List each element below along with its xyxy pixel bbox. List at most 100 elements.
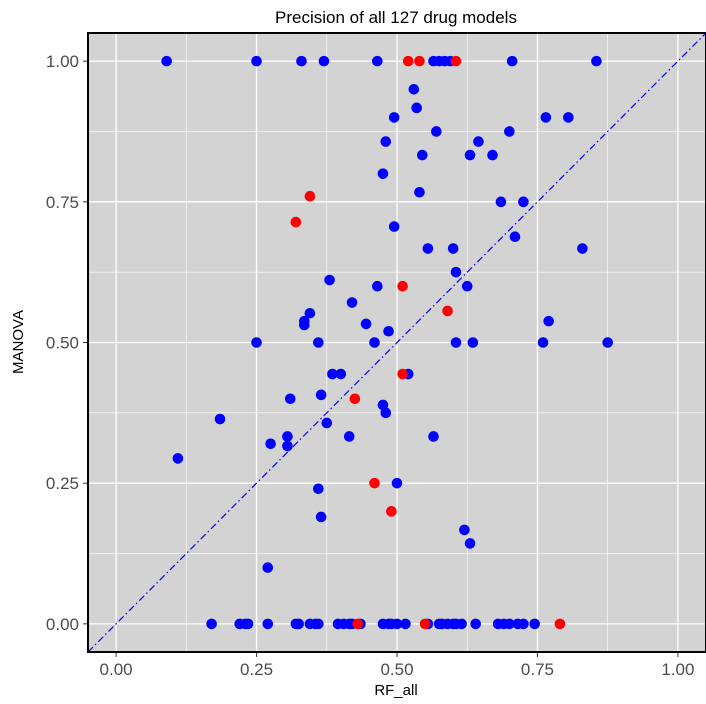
- blue-point: [487, 149, 498, 161]
- blue-point: [380, 407, 392, 419]
- blue-point: [388, 112, 400, 123]
- blue-point: [315, 511, 327, 523]
- blue-point: [324, 274, 335, 286]
- red-point: [397, 280, 408, 292]
- red-point: [352, 618, 363, 630]
- y-tick-label: 0.00: [46, 615, 79, 634]
- blue-point: [537, 337, 549, 348]
- blue-point: [467, 337, 479, 348]
- blue-point: [315, 389, 327, 401]
- blue-point: [529, 618, 540, 630]
- blue-point: [414, 186, 425, 198]
- red-point: [419, 618, 431, 630]
- x-tick-label: 0.25: [240, 660, 273, 679]
- blue-point: [388, 221, 400, 232]
- blue-point: [509, 231, 521, 243]
- blue-point: [470, 618, 481, 630]
- y-axis-title: MANOVA: [10, 310, 27, 374]
- blue-point: [282, 431, 293, 442]
- red-point: [414, 55, 425, 67]
- blue-point: [408, 83, 420, 95]
- blue-point: [495, 196, 507, 208]
- blue-point: [262, 562, 274, 573]
- blue-point: [161, 55, 172, 67]
- axis-ticks: 0.00 0.25 0.50 0.75 1.00 0.00 0.25 0.50 0.75 1.00: [46, 52, 695, 679]
- blue-point: [504, 126, 515, 137]
- blue-point: [464, 149, 476, 161]
- blue-point: [540, 112, 552, 123]
- plot-border: [87, 32, 706, 653]
- blue-point: [591, 55, 602, 67]
- blue-point: [464, 538, 476, 549]
- blue-point: [343, 431, 355, 442]
- blue-point: [504, 618, 515, 630]
- blue-point: [369, 337, 380, 348]
- blue-point: [456, 618, 467, 630]
- x-tick-label: 0.75: [521, 660, 554, 679]
- blue-point: [518, 618, 529, 630]
- blue-point: [206, 618, 217, 630]
- blue-point: [251, 55, 262, 67]
- blue-point: [473, 136, 484, 147]
- blue-point: [321, 417, 333, 429]
- reference-line-layer: [87, 32, 706, 653]
- x-tick-label: 0.50: [380, 660, 413, 679]
- blue-point: [242, 618, 254, 630]
- blue-point: [383, 325, 394, 337]
- blue-point: [304, 307, 316, 319]
- blue-point: [431, 126, 442, 137]
- x-tick-label: 1.00: [661, 660, 694, 679]
- blue-point: [282, 440, 293, 452]
- blue-point: [422, 243, 434, 254]
- blue-point: [391, 477, 403, 489]
- red-point: [290, 216, 302, 228]
- blue-point: [518, 196, 529, 208]
- blue-point: [318, 55, 330, 67]
- blue-point: [400, 618, 411, 630]
- blue-point: [265, 438, 276, 450]
- blue-point: [563, 112, 574, 123]
- y-tick-label: 1.00: [46, 52, 79, 71]
- blue-point: [214, 413, 226, 425]
- red-point: [369, 477, 380, 489]
- blue-point: [428, 431, 439, 442]
- blue-point: [447, 243, 459, 254]
- blue-point: [262, 618, 274, 630]
- blue-point: [372, 280, 383, 292]
- blue-point: [335, 368, 347, 380]
- red-point: [304, 190, 316, 202]
- blue-point: [459, 524, 470, 536]
- blue-point: [172, 453, 184, 464]
- x-tick-label: 0.00: [100, 660, 133, 679]
- x-axis-title: RF_all: [374, 682, 417, 699]
- blue-point: [461, 280, 473, 292]
- blue-point: [251, 337, 262, 348]
- blue-point: [284, 393, 296, 405]
- red-point: [386, 506, 397, 517]
- red-point: [450, 55, 462, 67]
- red-point: [349, 393, 361, 405]
- y-tick-label: 0.25: [46, 474, 79, 493]
- red-point: [397, 368, 408, 380]
- data-points: [161, 55, 613, 630]
- blue-point: [602, 337, 613, 348]
- red-point: [442, 305, 453, 317]
- blue-point: [450, 266, 462, 278]
- blue-point: [380, 136, 392, 147]
- blue-point: [577, 243, 588, 254]
- reference-line: [87, 32, 706, 653]
- blue-point: [506, 55, 518, 67]
- blue-point: [377, 168, 389, 179]
- red-point: [402, 55, 414, 67]
- blue-point: [293, 618, 304, 630]
- blue-point: [299, 319, 310, 331]
- chart-title: Precision of all 127 drug models: [275, 8, 517, 27]
- blue-point: [372, 55, 383, 67]
- blue-point: [360, 318, 372, 330]
- blue-point: [450, 337, 462, 348]
- blue-point: [327, 368, 338, 380]
- blue-point: [346, 297, 358, 308]
- blue-point: [411, 102, 422, 114]
- blue-point: [416, 149, 428, 161]
